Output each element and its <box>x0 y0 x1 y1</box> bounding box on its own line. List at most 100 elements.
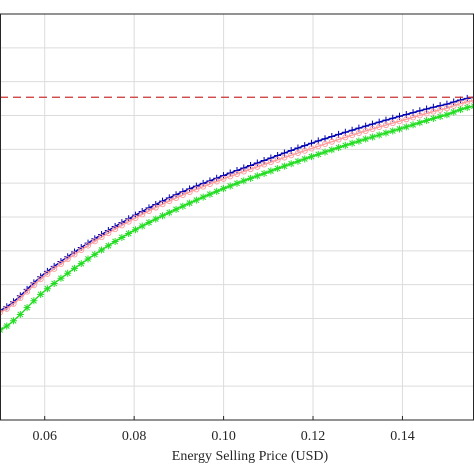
series-0-marker-25 <box>165 194 173 202</box>
series-2-marker-19 <box>125 230 133 238</box>
series-1-marker-23 <box>152 204 159 211</box>
series-1-marker-35 <box>233 170 241 177</box>
series-0-marker-31 <box>206 177 214 185</box>
series-0-marker-63 <box>423 105 431 113</box>
series-1-marker-60 <box>403 116 410 123</box>
series-1-marker-34 <box>227 173 234 180</box>
series-2-marker-34 <box>226 182 234 190</box>
series-2-marker-51 <box>341 141 349 149</box>
series-0-marker-64 <box>429 103 437 111</box>
series-2-marker-25 <box>165 209 173 217</box>
series-1-marker-37 <box>247 166 254 173</box>
series-2-marker-35 <box>233 179 241 187</box>
series-0-marker-32 <box>213 174 221 182</box>
series-2-marker-39 <box>260 169 268 177</box>
series-layer <box>0 93 474 334</box>
series-1-marker-7 <box>44 270 51 277</box>
series-2-marker-3 <box>16 310 24 318</box>
series-1-marker-31 <box>206 180 213 188</box>
series-0-marker-42 <box>280 149 288 157</box>
series-1-marker-15 <box>98 234 105 241</box>
series-1-marker-67 <box>450 102 457 109</box>
grid-lines <box>0 14 474 420</box>
series-2-marker-68 <box>456 106 464 114</box>
series-2-marker-53 <box>355 137 363 145</box>
series-1-marker-32 <box>213 178 220 185</box>
series-1-marker-6 <box>37 276 44 283</box>
series-2-marker-16 <box>104 242 112 250</box>
series-1-marker-5 <box>30 282 37 289</box>
series-1-marker-29 <box>193 186 200 193</box>
series-1-marker-28 <box>186 189 193 196</box>
series-1-marker-26 <box>173 194 180 202</box>
series-0-marker-34 <box>226 169 234 177</box>
series-2-marker-6 <box>37 290 45 298</box>
series-2-marker-14 <box>91 250 99 258</box>
series-0-marker-26 <box>172 191 180 199</box>
series-2-marker-42 <box>280 162 288 170</box>
series-1-marker-43 <box>288 152 295 159</box>
series-1-marker-46 <box>308 145 315 152</box>
series-2-marker-62 <box>416 119 424 127</box>
series-0-marker-0 <box>0 306 4 314</box>
series-2-marker-23 <box>152 215 160 223</box>
series-2-marker-22 <box>145 219 153 227</box>
series-0-marker-38 <box>253 159 261 167</box>
series-2-marker-21 <box>138 222 146 230</box>
series-1-marker-8 <box>51 265 58 272</box>
series-2-marker-57 <box>382 129 390 137</box>
series-1-marker-53 <box>355 129 362 137</box>
series-0-marker-33 <box>219 172 227 180</box>
series-2-marker-15 <box>98 246 106 254</box>
series-0-marker-28 <box>186 185 194 193</box>
series-0-marker-35 <box>233 166 241 174</box>
series-1-marker-36 <box>240 168 247 175</box>
series-0-marker-66 <box>443 100 451 108</box>
series-2-marker-49 <box>328 146 336 154</box>
series-2-marker-31 <box>206 190 214 198</box>
series-1-marker-12 <box>78 246 85 253</box>
series-2-marker-37 <box>247 174 255 182</box>
series-1-marker-3 <box>17 294 24 302</box>
x-tick-label-4: 0.14 <box>390 429 415 444</box>
series-1-marker-22 <box>145 207 153 214</box>
series-2-marker-28 <box>186 199 194 207</box>
series-2-marker-26 <box>172 205 180 213</box>
series-2-marker-56 <box>375 131 383 139</box>
series-0-marker-30 <box>199 179 207 187</box>
series-1-marker-61 <box>410 114 417 121</box>
series-1-marker-48 <box>321 140 329 148</box>
series-1-marker-13 <box>84 242 92 249</box>
series-2-marker-13 <box>84 255 92 263</box>
series-1-marker-63 <box>423 110 430 117</box>
series-2-marker-45 <box>301 155 309 163</box>
series-2-marker-2 <box>10 317 18 325</box>
series-1-marker-39 <box>261 161 268 168</box>
series-2-marker-29 <box>192 196 200 204</box>
series-1-marker-27 <box>179 191 186 199</box>
series-1-marker-9 <box>57 260 64 267</box>
series-2-marker-67 <box>450 108 458 116</box>
series-2-marker-61 <box>409 121 417 129</box>
series-1-marker-38 <box>254 163 261 170</box>
series-0-marker-24 <box>159 197 167 205</box>
series-2-marker-32 <box>213 187 221 195</box>
tick-labels: 0.060.080.100.120.140.16 <box>32 429 415 444</box>
series-0-marker-41 <box>274 151 282 159</box>
series-2-marker-40 <box>267 167 275 175</box>
series-2-marker-52 <box>348 139 356 147</box>
series-1-marker-4 <box>24 288 31 295</box>
series-2-marker-10 <box>64 269 72 277</box>
x-axis-label: Energy Selling Price (USD) <box>172 449 329 464</box>
series-2-marker-36 <box>240 177 248 185</box>
series-1-marker-65 <box>437 106 444 113</box>
series-0-marker-65 <box>436 102 444 110</box>
x-tick-label-2: 0.10 <box>211 429 236 444</box>
series-2-marker-46 <box>307 153 315 161</box>
series-2-marker-66 <box>443 111 451 119</box>
series-2-marker-55 <box>368 133 376 141</box>
series-1-marker-54 <box>362 127 369 135</box>
series-2-marker-20 <box>131 226 139 234</box>
series-0-marker-69 <box>463 94 471 102</box>
series-1-marker-24 <box>159 201 166 208</box>
